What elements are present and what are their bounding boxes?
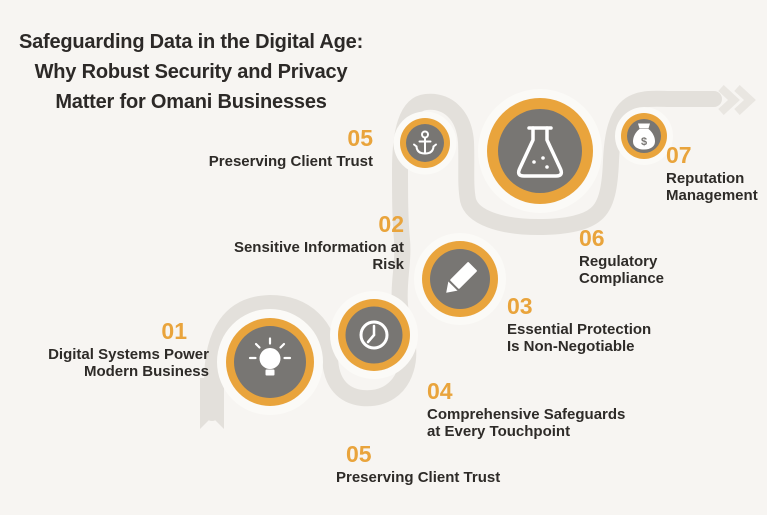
step-01-label: 01 Digital Systems Power Modern Business [48,319,209,380]
step-text-line: Preserving Client Trust [336,469,501,486]
step-number: 06 [579,225,605,251]
step-text: Digital Systems Power Modern Business [48,346,209,380]
marker-lightbulb [217,309,323,415]
clock-icon [359,320,389,350]
step-text-line: Is Non-Negotiable [507,338,635,355]
step-number: 03 [507,293,533,319]
step-text: Regulatory Compliance [579,253,664,287]
step-text-line: Regulatory [579,253,658,270]
money-bag-icon: $ [633,123,655,150]
step-text-line: Digital Systems Power [48,346,209,363]
step-text-line: Management [666,187,758,204]
anchor-icon [413,130,437,155]
lightbulb-icon [248,337,292,376]
step-number: 01 [161,318,187,344]
step-07-label: 07 Reputation Management [666,143,758,204]
step-text: Preserving Client Trust [336,469,500,486]
step-text-line: Risk [372,256,404,273]
step-text-line: Essential Protection [507,321,652,338]
step-05-repeat-label: 05 Preserving Client Trust [336,442,500,486]
step-text: Essential Protection Is Non-Negotiable [507,321,651,355]
infographic-title: Safeguarding Data in the Digital Age: Wh… [6,27,376,117]
title-line-3: Matter for Omani Businesses [55,91,327,113]
step-text-line: Preserving Client Trust [208,153,373,170]
title-line-1: Safeguarding Data in the Digital Age: [18,31,364,53]
pencil-icon [446,262,477,293]
step-number: 05 [346,441,372,467]
step-text-line: Sensitive Information at [233,239,404,256]
step-text: Sensitive Information at Risk [234,239,404,273]
step-text-line: Modern Business [83,363,209,380]
step-05-label: 05 Preserving Client Trust [209,126,373,170]
arrow-chevrons-icon [718,85,756,115]
marker-anchor [393,111,457,175]
step-text: Comprehensive Safeguards at Every Touchp… [427,406,625,440]
marker-clock [330,291,418,379]
step-text-line: Reputation [666,170,745,187]
step-04-label: 04 Comprehensive Safeguards at Every Tou… [427,379,625,440]
marker-money-bag: $ [615,107,673,165]
step-number: 02 [378,211,404,237]
step-text-line: Compliance [579,270,665,287]
step-number: 07 [666,142,692,168]
step-02-label: 02 Sensitive Information at Risk [234,212,404,273]
step-03-label: 03 Essential Protection Is Non-Negotiabl… [507,294,651,355]
step-text: Reputation Management [666,170,758,204]
dollar-sign: $ [641,136,647,148]
step-number: 05 [347,125,373,151]
step-number: 04 [427,378,453,404]
step-text-line: at Every Touchpoint [427,423,571,440]
ribbon-start [200,378,224,429]
step-06-label: 06 Regulatory Compliance [579,226,664,287]
marker-pencil [414,233,506,325]
marker-flask [478,89,602,213]
step-text: Preserving Client Trust [209,153,373,170]
title-line-2: Why Robust Security and Privacy [34,61,348,83]
step-text-line: Comprehensive Safeguards [427,406,626,423]
flask-icon [516,126,564,178]
